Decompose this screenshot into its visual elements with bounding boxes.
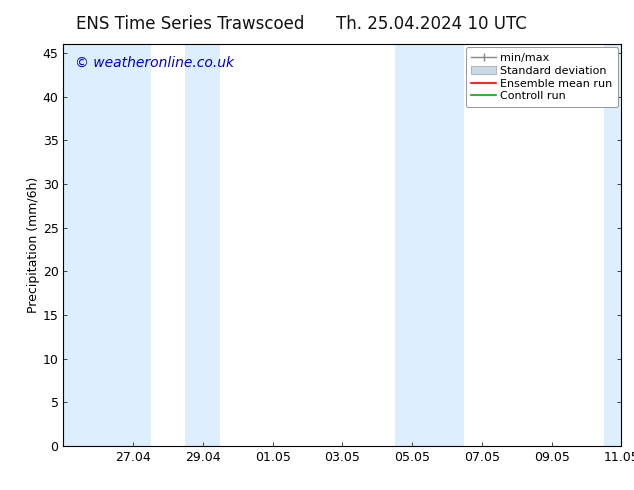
Y-axis label: Precipitation (mm/6h): Precipitation (mm/6h)	[27, 177, 40, 313]
Legend: min/max, Standard deviation, Ensemble mean run, Controll run: min/max, Standard deviation, Ensemble me…	[466, 48, 618, 107]
Text: Th. 25.04.2024 10 UTC: Th. 25.04.2024 10 UTC	[336, 15, 526, 33]
Text: © weatheronline.co.uk: © weatheronline.co.uk	[75, 56, 233, 70]
Bar	[394, 44, 464, 446]
Bar	[63, 44, 150, 446]
Bar	[604, 44, 634, 446]
Bar	[185, 44, 221, 446]
Text: ENS Time Series Trawscoed: ENS Time Series Trawscoed	[76, 15, 304, 33]
